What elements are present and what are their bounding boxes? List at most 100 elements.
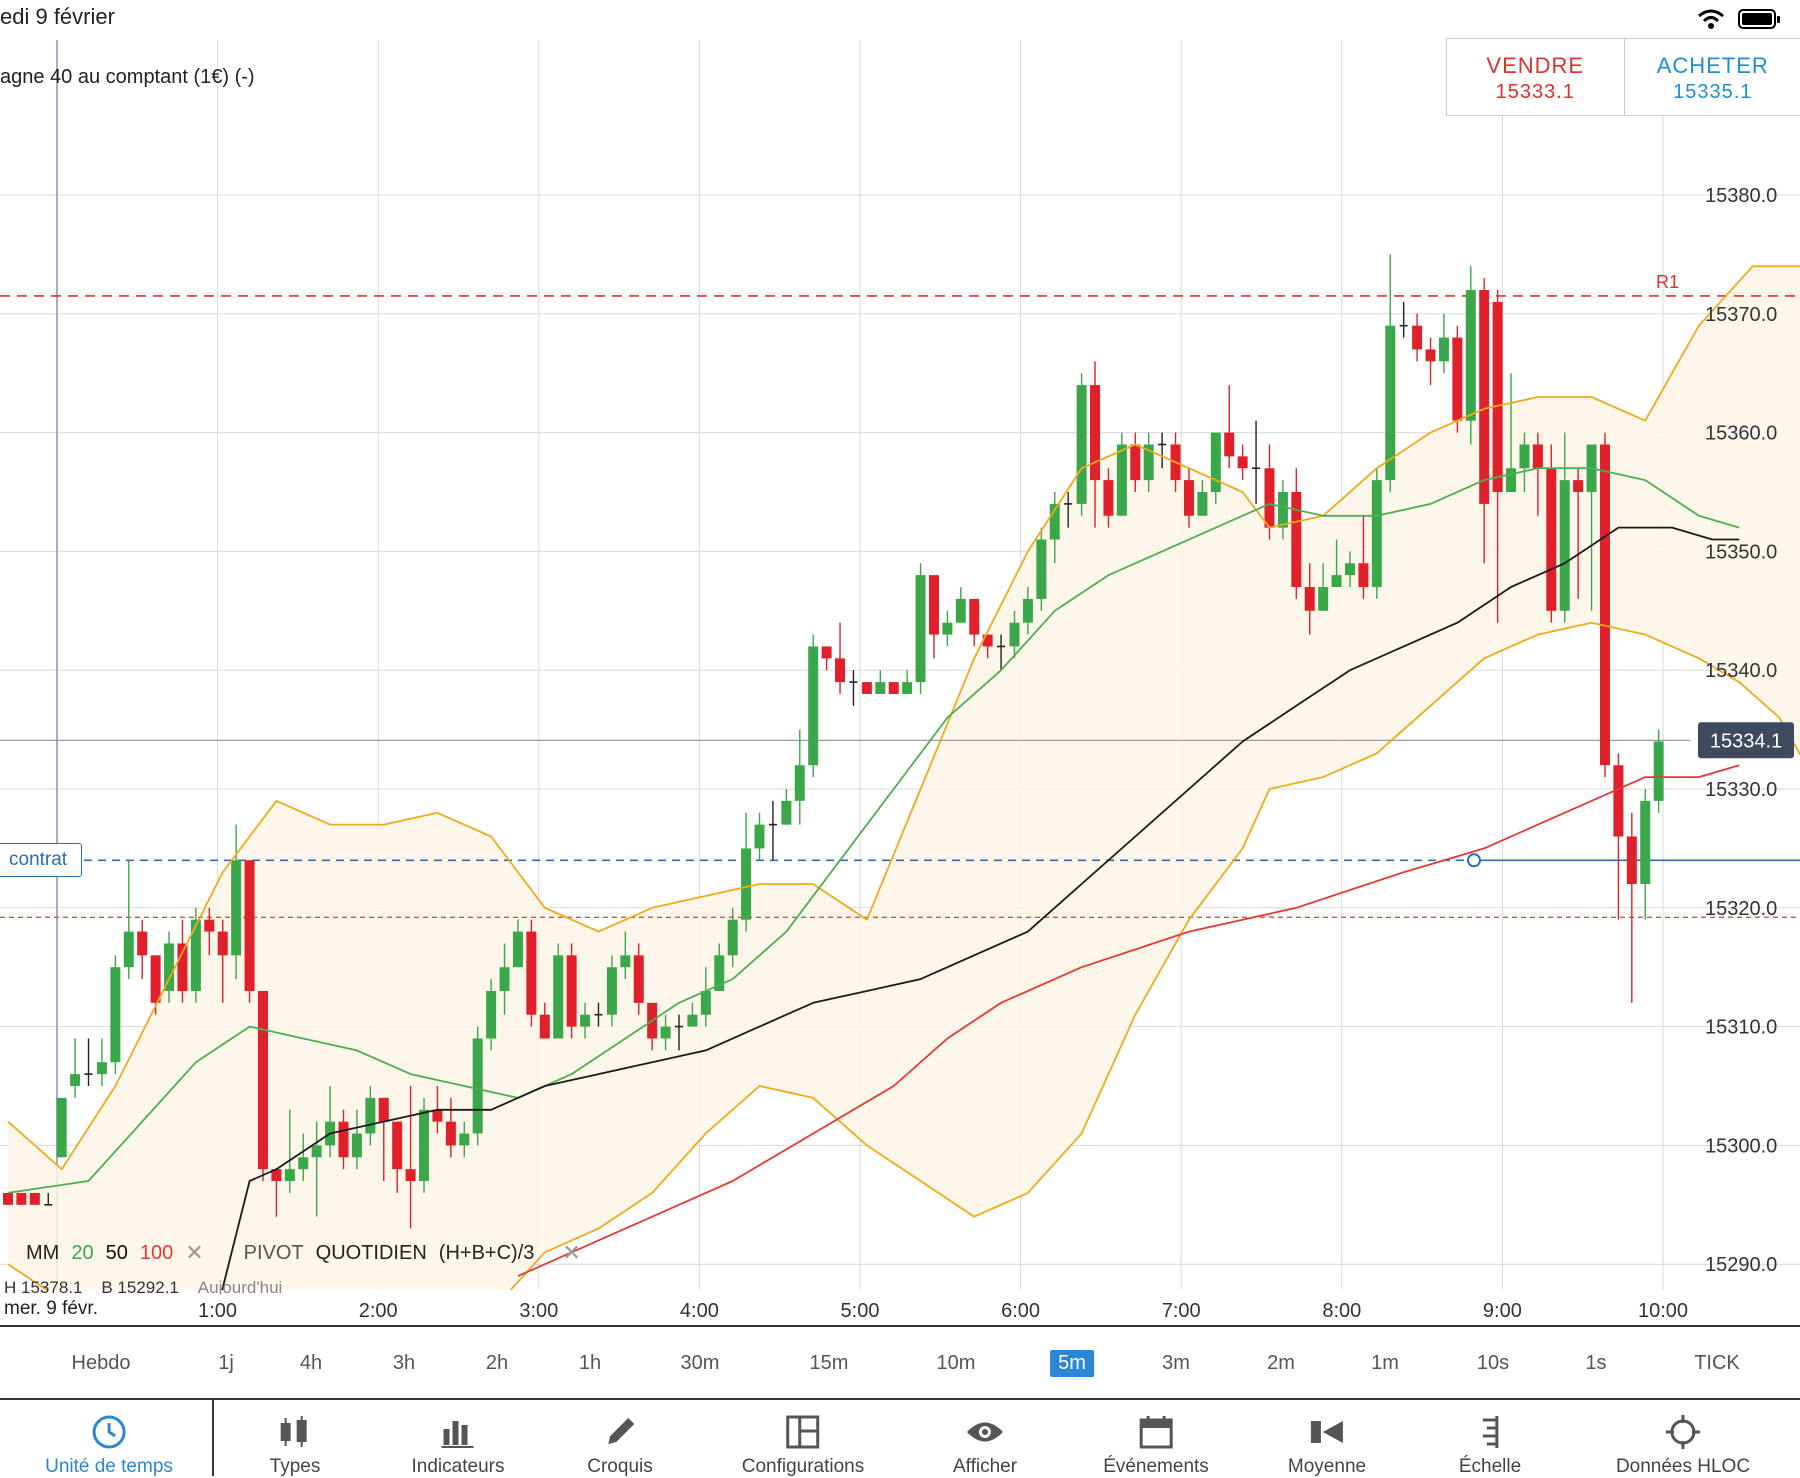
candle-body <box>298 1157 308 1169</box>
toolbar-label: Afficher <box>953 1456 1017 1478</box>
toolbar-item-6[interactable]: Événements <box>1103 1414 1209 1478</box>
sell-price: 15333.1 <box>1447 81 1624 104</box>
timeframe-4h[interactable]: 4h <box>292 1350 330 1377</box>
x-tick-label: 4:00 <box>680 1300 719 1322</box>
candle <box>567 943 577 1038</box>
candle-body <box>1533 444 1543 468</box>
toolbar-label: Unité de temps <box>45 1456 173 1478</box>
toolbar-item-7[interactable]: Moyenne <box>1288 1414 1366 1478</box>
x-tick-label: 8:00 <box>1322 1300 1361 1322</box>
candle <box>1412 314 1422 362</box>
candle <box>781 789 791 825</box>
timeframe-hebdo[interactable]: Hebdo <box>64 1350 139 1377</box>
toolbar-item-1[interactable]: Types <box>270 1414 321 1478</box>
candle-body <box>1090 385 1100 480</box>
x-tick-label: 5:00 <box>841 1300 880 1322</box>
indicator-legend: MM 20 50 100 ✕ PIVOT QUOTIDIEN (H+B+C)/3… <box>26 1240 581 1266</box>
contract-tag[interactable]: contrat <box>0 843 82 877</box>
candle-body <box>875 682 885 694</box>
pencil-icon <box>587 1414 652 1450</box>
toolbar-item-5[interactable]: Afficher <box>953 1414 1017 1478</box>
candle <box>1613 753 1623 919</box>
candle-body <box>231 860 241 955</box>
toolbar-label: Moyenne <box>1288 1456 1366 1478</box>
candle <box>755 813 765 861</box>
timeframe-3m[interactable]: 3m <box>1154 1350 1198 1377</box>
toolbar-label: Types <box>270 1456 321 1478</box>
r1-label: R1 <box>1656 272 1679 292</box>
toolbar-item-0[interactable]: Unité de temps <box>45 1414 173 1478</box>
timeframe-1j[interactable]: 1j <box>210 1350 242 1377</box>
y-tick-label: 15370.0 <box>1705 304 1777 326</box>
candle-body <box>701 991 711 1015</box>
candle <box>808 635 818 778</box>
pivot-label: PIVOT <box>244 1242 304 1265</box>
candle-body <box>969 599 979 635</box>
candle <box>97 1038 107 1086</box>
timeframe-10s[interactable]: 10s <box>1469 1350 1517 1377</box>
candle-body <box>1130 444 1140 480</box>
candle-body <box>916 575 926 682</box>
toolbar-item-9[interactable]: Données HLOC <box>1616 1414 1750 1478</box>
candle <box>137 920 147 979</box>
candle-body <box>1023 599 1033 623</box>
candle <box>1264 444 1274 539</box>
candle-body <box>942 623 952 635</box>
candle <box>741 813 751 932</box>
candle-body <box>191 920 201 991</box>
candle-body <box>3 1193 13 1205</box>
candle <box>1426 338 1436 386</box>
candle-body <box>486 991 496 1039</box>
candle <box>849 670 857 706</box>
timeframe-10m[interactable]: 10m <box>929 1350 984 1377</box>
candle <box>1640 789 1650 920</box>
candle <box>258 991 268 1181</box>
toolbar-item-2[interactable]: Indicateurs <box>412 1414 505 1478</box>
candle-body <box>16 1193 26 1205</box>
candle <box>1439 314 1449 373</box>
candle-body <box>1546 468 1556 611</box>
timeframe-3h[interactable]: 3h <box>385 1350 423 1377</box>
y-tick-label: 15360.0 <box>1705 423 1777 445</box>
timeframe-2m[interactable]: 2m <box>1259 1350 1303 1377</box>
candle <box>875 670 885 694</box>
timeframe-1h[interactable]: 1h <box>571 1350 609 1377</box>
candle-body <box>379 1098 389 1122</box>
timeframe-tick[interactable]: TICK <box>1686 1350 1748 1377</box>
timeframe-1m[interactable]: 1m <box>1363 1350 1407 1377</box>
timeframe-2h[interactable]: 2h <box>478 1350 516 1377</box>
candle <box>969 599 979 647</box>
candle <box>902 670 912 694</box>
candle-body <box>1479 290 1489 504</box>
mm-label: MM <box>26 1242 59 1265</box>
remove-mm-icon[interactable]: ✕ <box>185 1240 203 1266</box>
candle <box>1117 433 1127 516</box>
toolbar-item-4[interactable]: Configurations <box>742 1414 865 1478</box>
candle <box>1546 444 1556 622</box>
toolbar-item-8[interactable]: Échelle <box>1459 1414 1521 1478</box>
bottom-toolbar: Unité de temps Types Indicateurs Croquis Con… <box>0 1398 1800 1478</box>
position-marker <box>1468 854 1480 866</box>
candle-body <box>151 955 161 1003</box>
crosshair-icon <box>1616 1414 1750 1450</box>
candle-body <box>30 1193 40 1205</box>
day-period: Aujourd'hui <box>198 1278 283 1294</box>
toolbar-item-3[interactable]: Croquis <box>587 1414 652 1478</box>
timeframe-1s[interactable]: 1s <box>1577 1350 1614 1377</box>
timeframe-15m[interactable]: 15m <box>802 1350 857 1377</box>
timeframe-5m[interactable]: 5m <box>1050 1350 1094 1377</box>
candle <box>30 1193 40 1205</box>
candle-body <box>661 1027 671 1039</box>
sell-button[interactable]: VENDRE 15333.1 <box>1447 39 1624 115</box>
candle-body <box>1506 468 1516 492</box>
candle <box>473 1027 483 1146</box>
candle-body <box>1345 563 1355 575</box>
candle-body <box>1560 480 1570 611</box>
candle-body <box>110 967 120 1062</box>
remove-pivot-icon[interactable]: ✕ <box>562 1240 580 1266</box>
axis-date: mer. 9 févr. <box>4 1298 98 1320</box>
candle-body <box>1184 480 1194 516</box>
buy-button[interactable]: ACHETER 15335.1 <box>1624 39 1800 115</box>
timeframe-30m[interactable]: 30m <box>673 1350 728 1377</box>
candle-body <box>285 1169 295 1181</box>
